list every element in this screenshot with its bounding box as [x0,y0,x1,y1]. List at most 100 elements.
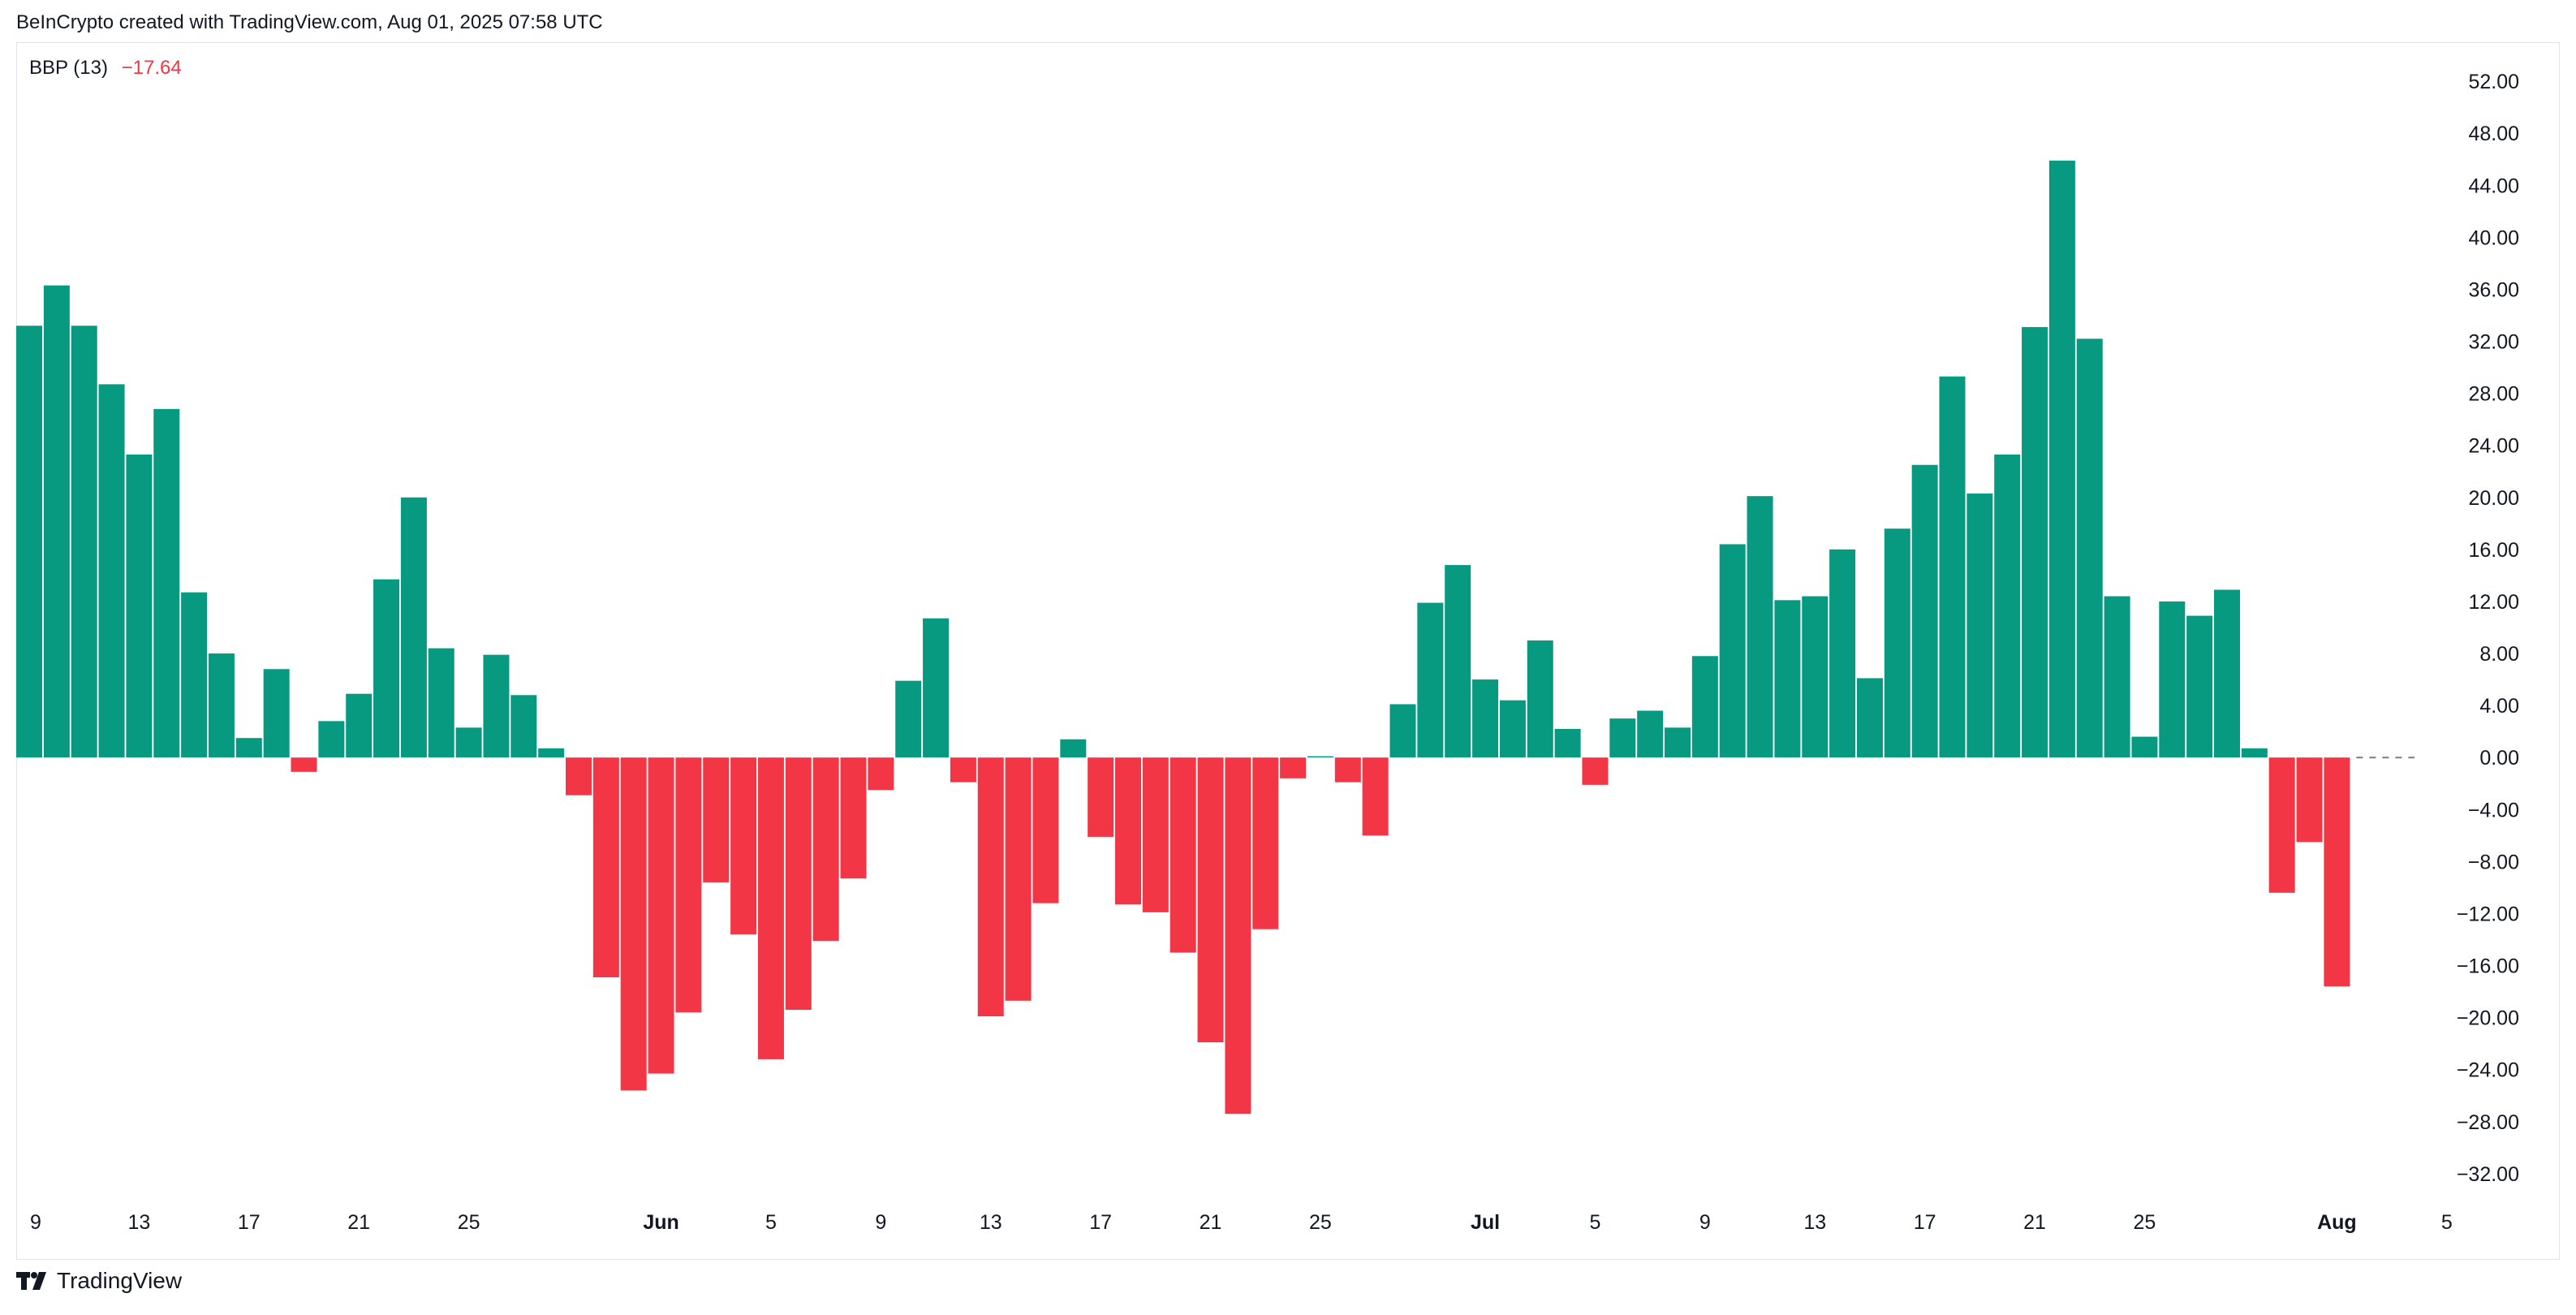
y-axis: 52.00 48.00 44.00 40.00 36.00 32.00 28.00 24.00… [2457,71,2519,1186]
bar [703,757,730,883]
bar [1032,757,1059,903]
bar [346,693,373,758]
bar [2159,601,2186,758]
bar [675,757,702,1013]
bar [2214,589,2240,758]
bar [1060,739,1087,758]
bar [2186,615,2213,758]
bar [2268,757,2295,893]
y-tick-label: 48.00 [2468,123,2519,145]
bar [1582,757,1609,785]
bar [2104,596,2130,758]
bar [1637,710,1664,758]
bar [153,408,180,758]
bar [923,618,950,758]
chart-attribution-header: BeInCrypto created with TradingView.com,… [16,11,603,33]
bar [16,326,42,758]
bar [1802,596,1829,758]
bar [566,757,592,795]
y-tick-label: −4.00 [2468,799,2519,821]
y-tick-label: 28.00 [2468,383,2519,406]
x-tick-label: Jun [643,1211,678,1234]
bar [977,757,1004,1017]
bar [1280,757,1307,778]
bar [1829,549,1856,758]
bar [1719,544,1746,758]
bar [2022,326,2048,758]
bar [1609,718,1636,758]
bar [730,757,757,935]
bar [2296,757,2323,843]
x-tick-label: 25 [1309,1211,1332,1234]
bar [181,592,208,758]
bar [98,384,125,758]
bar [950,757,976,783]
y-tick-label: −24.00 [2457,1059,2519,1082]
tradingview-brand: TradingView [57,1268,183,1293]
y-tick-label: −20.00 [2457,1007,2519,1030]
bar [1939,376,1966,758]
tradingview-footer[interactable]: TradingView [16,1268,182,1294]
y-tick-label: −32.00 [2457,1163,2519,1186]
bar [428,648,454,758]
bar [1170,757,1196,953]
y-tick-label: 52.00 [2468,71,2519,93]
bar [538,748,565,758]
bar [592,757,619,977]
indicator-legend[interactable]: BBP (13) −17.64 [29,57,182,80]
x-tick-label: 5 [1589,1211,1600,1234]
bar [318,721,345,758]
bar [1389,704,1416,758]
x-tick-label: 17 [1089,1211,1112,1234]
bar [1445,565,1471,758]
bar [1499,700,1526,758]
indicator-name: BBP (13) [29,57,108,79]
bar [2048,160,2075,758]
bar [1225,757,1251,1115]
bar [1691,656,1718,758]
bar [208,653,235,758]
bar [648,757,674,1074]
x-tick-label: 13 [127,1211,150,1234]
bar [1747,496,1773,758]
y-tick-label: −16.00 [2457,955,2519,978]
y-tick-label: 12.00 [2468,591,2519,614]
x-tick-label: 25 [2134,1211,2156,1234]
bar [868,757,894,791]
bar [1884,528,1910,758]
y-tick-label: −8.00 [2468,851,2519,873]
bar [1005,757,1032,1001]
bar [840,757,867,879]
bar [1966,493,1993,758]
bar [2131,736,2158,758]
y-tick-label: 36.00 [2468,278,2519,301]
x-tick-label: 21 [2023,1211,2046,1234]
bar [1307,756,1333,758]
bar [1334,757,1361,783]
y-tick-label: 44.00 [2468,175,2519,197]
bar [785,757,812,1011]
bar [71,326,97,758]
bar [263,669,290,758]
x-tick-label: 5 [2441,1211,2453,1234]
bar [1774,600,1801,758]
bar [235,738,262,758]
bar [895,680,922,758]
y-tick-label: 8.00 [2479,643,2519,666]
bar [400,497,427,758]
bar [1197,757,1224,1043]
bar [1252,757,1279,929]
y-tick-label: 0.00 [2479,747,2519,770]
bar [1142,757,1169,912]
bar [126,454,153,758]
bar [2076,338,2103,758]
bar [510,695,537,758]
x-tick-label: 13 [980,1211,1002,1234]
bar [2324,757,2350,987]
bar [2241,748,2268,758]
x-tick-label: 9 [1699,1211,1711,1234]
x-tick-label: Aug [2317,1211,2357,1234]
y-tick-label: 16.00 [2468,539,2519,562]
tradingview-logo-icon [16,1272,46,1290]
